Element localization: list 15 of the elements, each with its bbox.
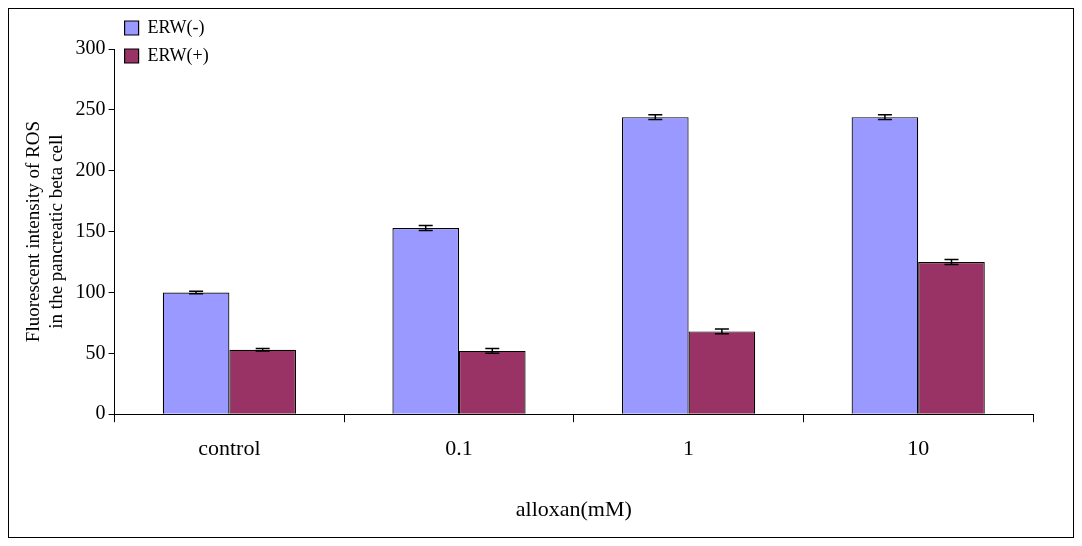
y-axis-title: Fluorescent intensity of ROS in the pancreatic beta cell [22, 121, 67, 343]
y-tick-label: 100 [75, 279, 106, 302]
legend-label: ERW(+) [147, 44, 209, 66]
y-tick-label: 50 [85, 340, 106, 363]
y-tick-label: 300 [75, 36, 106, 59]
y-tick-label: 0 [95, 401, 106, 424]
x-tick-label: 10 [907, 435, 930, 461]
y-tick-label: 200 [75, 157, 106, 180]
y-tick-label: 150 [75, 218, 106, 241]
x-tick-label: control [198, 435, 261, 461]
x-axis-title: alloxan(mM) [515, 495, 632, 521]
x-tick-label: 1 [683, 435, 695, 461]
y-tick-label: 250 [75, 97, 106, 120]
x-tick-label: 0.1 [445, 435, 473, 461]
legend-label: ERW(-) [147, 16, 205, 38]
